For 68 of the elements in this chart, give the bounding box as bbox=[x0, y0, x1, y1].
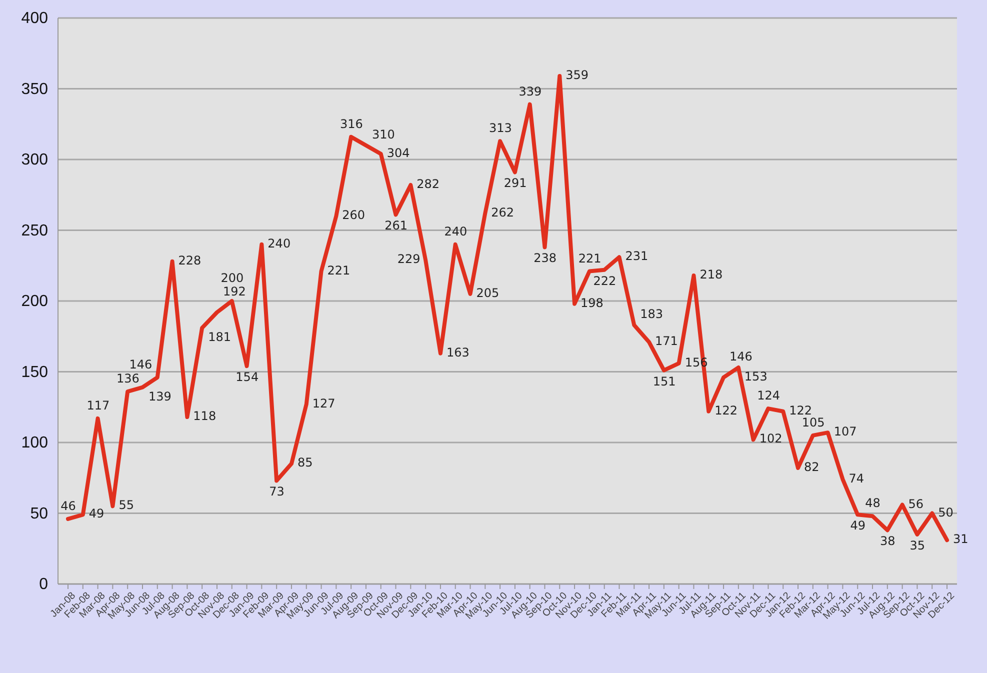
y-tick-label: 0 bbox=[39, 576, 48, 594]
y-tick-label: 400 bbox=[21, 10, 48, 28]
data-label: 73 bbox=[269, 484, 284, 499]
data-label: 192 bbox=[222, 284, 246, 298]
data-label: 198 bbox=[580, 296, 604, 310]
y-tick-label: 300 bbox=[21, 152, 48, 169]
data-label: 48 bbox=[865, 496, 880, 510]
data-label: 102 bbox=[759, 432, 782, 446]
data-label: 181 bbox=[208, 330, 231, 344]
data-label: 238 bbox=[534, 251, 557, 266]
data-label: 310 bbox=[372, 127, 395, 142]
data-label: 118 bbox=[193, 409, 216, 424]
data-label: 136 bbox=[116, 372, 140, 386]
y-tick-label: 150 bbox=[21, 364, 48, 381]
data-label: 107 bbox=[834, 424, 857, 439]
y-tick-label: 100 bbox=[21, 434, 48, 452]
data-label: 261 bbox=[384, 218, 408, 233]
data-label: 117 bbox=[86, 398, 110, 412]
data-label: 183 bbox=[640, 307, 664, 322]
data-label: 105 bbox=[802, 415, 825, 430]
data-label: 46 bbox=[60, 498, 76, 513]
data-label: 74 bbox=[848, 471, 864, 486]
data-label: 153 bbox=[744, 370, 768, 384]
data-label: 122 bbox=[714, 403, 738, 418]
data-label: 200 bbox=[220, 271, 244, 285]
data-label: 282 bbox=[416, 176, 440, 191]
y-tick-label: 50 bbox=[30, 505, 48, 522]
data-label: 151 bbox=[652, 374, 676, 388]
data-label: 154 bbox=[236, 370, 259, 384]
data-label: 228 bbox=[178, 253, 202, 268]
data-label: 50 bbox=[938, 505, 954, 520]
data-label: 35 bbox=[910, 538, 926, 552]
data-label: 49 bbox=[88, 506, 104, 521]
data-label: 231 bbox=[625, 249, 648, 264]
data-label: 304 bbox=[386, 146, 410, 160]
data-label: 49 bbox=[850, 518, 866, 533]
y-tick-label: 250 bbox=[21, 222, 48, 240]
data-label: 56 bbox=[908, 496, 924, 511]
data-label: 127 bbox=[312, 396, 336, 410]
data-label: 124 bbox=[757, 388, 780, 403]
data-label: 55 bbox=[118, 498, 134, 512]
data-label: 146 bbox=[129, 357, 152, 372]
data-label: 229 bbox=[397, 252, 420, 266]
data-label: 260 bbox=[342, 208, 366, 222]
data-label: 359 bbox=[566, 68, 589, 82]
data-label: 291 bbox=[504, 176, 527, 190]
data-label: 205 bbox=[476, 286, 500, 300]
data-label: 262 bbox=[491, 205, 514, 220]
y-tick-label: 200 bbox=[21, 293, 48, 310]
data-label: 146 bbox=[730, 349, 752, 364]
data-label: 218 bbox=[700, 268, 723, 282]
data-label: 222 bbox=[593, 274, 616, 288]
data-label: 163 bbox=[446, 345, 470, 360]
data-label: 221 bbox=[578, 251, 602, 266]
data-label: 171 bbox=[655, 334, 678, 348]
data-label: 240 bbox=[268, 236, 291, 250]
data-label: 339 bbox=[518, 84, 542, 98]
data-label: 38 bbox=[880, 534, 896, 548]
data-label: 122 bbox=[789, 403, 812, 418]
data-label: 85 bbox=[297, 456, 313, 470]
y-tick-label: 350 bbox=[21, 80, 48, 98]
data-label: 139 bbox=[148, 389, 172, 404]
data-label: 240 bbox=[444, 224, 468, 238]
data-label: 221 bbox=[327, 263, 350, 278]
data-label: 31 bbox=[953, 532, 968, 546]
data-label: 82 bbox=[804, 460, 820, 474]
data-label: 313 bbox=[488, 121, 512, 136]
data-label: 316 bbox=[340, 116, 363, 131]
